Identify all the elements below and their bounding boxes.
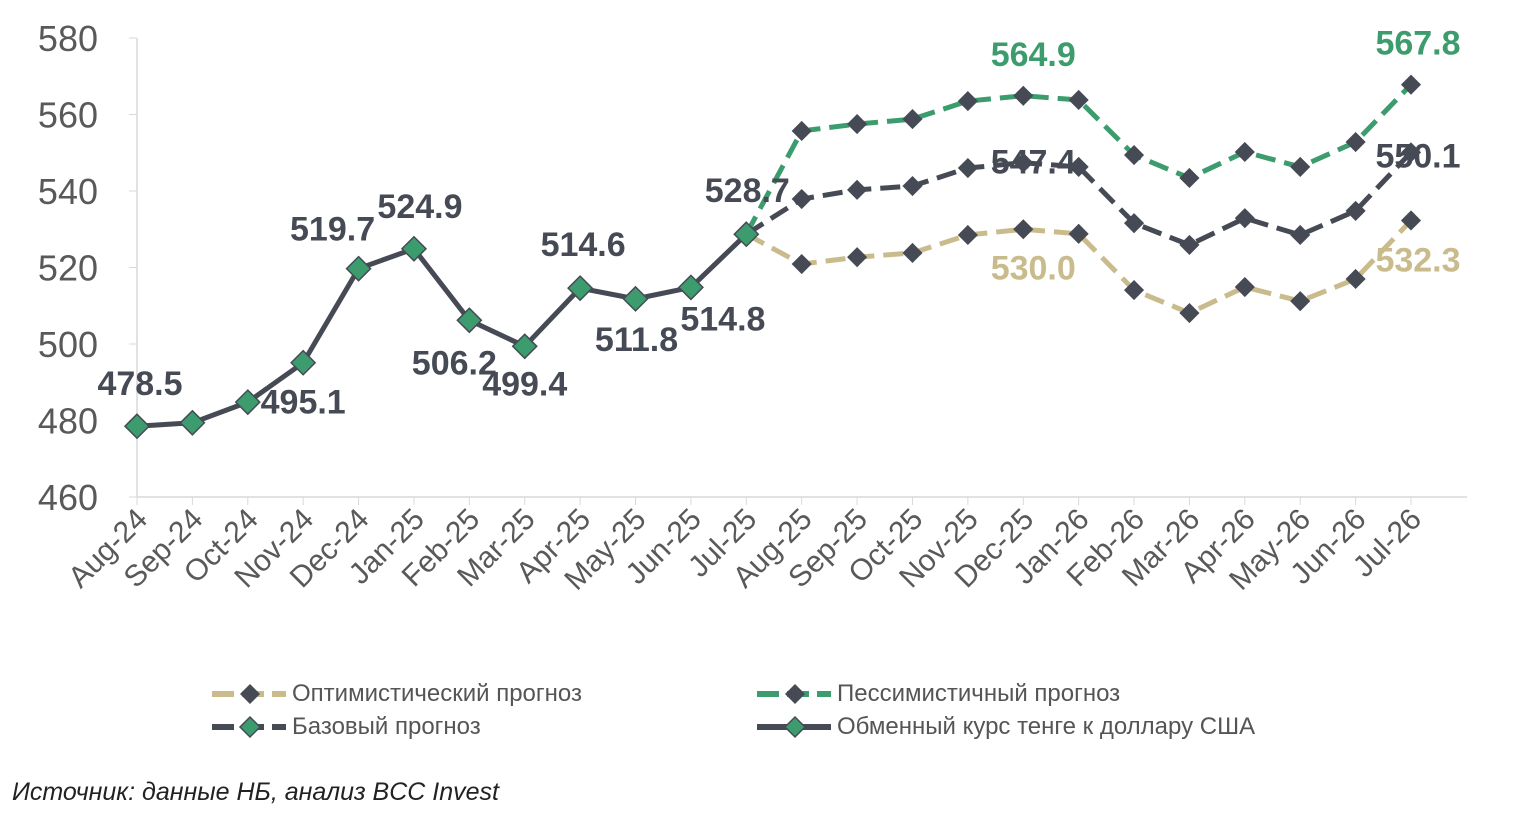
data-point-optimistic [1345,268,1366,290]
data-point-pessimistic [1400,74,1422,95]
data-point-optimistic [791,253,812,275]
data-point-base [1068,156,1089,177]
data-point-base [902,175,923,197]
data-point-base [1345,200,1366,221]
data-point-pessimistic [1290,156,1311,177]
data-label: 550.1 [1375,137,1460,175]
legend-marker-pessimistic-icon [757,684,831,704]
data-point-actual [677,274,704,301]
data-label: 547.4 [991,144,1076,182]
y-tick-label: 460 [38,477,98,518]
data-label: 514.8 [680,300,765,338]
data-point-optimistic [1400,210,1422,231]
data-point-actual [290,349,317,376]
data-point-base [1013,152,1034,173]
data-point-actual [400,235,428,262]
data-label: 511.8 [595,321,678,359]
data-point-actual [511,333,538,360]
data-label: 478.5 [97,365,182,403]
data-point-pessimistic [1179,167,1200,189]
source-note: Источник: данные НБ, анализ BCC Invest [12,778,499,806]
legend-item-pessimistic: Пессимистичный прогноз [755,680,1120,708]
data-point-pessimistic [957,91,978,112]
data-point-pessimistic [1068,89,1089,111]
legend-label: Пессимистичный прогноз [837,680,1121,707]
data-label: 514.6 [541,226,626,264]
legend-label: Оптимистический прогноз [292,680,582,707]
data-point-base [791,188,812,210]
data-point-base [847,179,868,200]
legend-label: Базовый прогноз [292,713,481,740]
data-point-pessimistic [1123,144,1145,166]
data-point-optimistic [1068,223,1089,244]
data-point-optimistic [847,247,868,268]
y-tick-label: 560 [38,95,98,136]
data-point-base [1123,213,1145,234]
data-point-optimistic [1179,302,1200,324]
data-label: 528.7 [705,172,790,210]
data-label: 519.7 [290,211,375,249]
data-label: 524.9 [377,188,462,226]
data-point-optimistic [1290,291,1311,312]
data-label: 532.3 [1375,241,1460,279]
y-tick-label: 520 [38,248,98,289]
legend-label: Обменный курс тенге к доллару США [837,713,1256,740]
data-label: 530.0 [991,249,1076,287]
data-point-actual [622,285,649,312]
data-point-actual [456,307,483,334]
data-point-actual [123,413,151,440]
data-point-optimistic [902,242,923,264]
data-point-base [1234,208,1255,229]
data-label: 499.4 [482,365,567,403]
data-point-pessimistic [902,109,923,130]
data-point-base [1290,224,1311,246]
data-point-pessimistic [1345,131,1366,153]
legend-marker-optimistic-icon [212,684,286,704]
legend-marker-actual-icon [757,715,831,739]
data-point-optimistic [1234,276,1255,298]
y-tick-label: 540 [38,171,98,212]
data-point-actual [234,389,261,416]
data-point-optimistic [957,224,978,246]
data-point-optimistic [1123,280,1145,301]
legend-item-optimistic: Оптимистический прогноз [210,680,582,708]
data-point-pessimistic [847,114,868,135]
data-point-base [1400,142,1422,163]
line-chart: 460480500520540560580Aug-24Sep-24Oct-24N… [38,18,1467,597]
data-point-actual [179,409,206,436]
data-label: 564.9 [991,36,1076,74]
legend-item-base: Базовый прогноз [210,713,481,741]
data-label: 567.8 [1375,25,1460,63]
data-point-base [1179,234,1200,255]
legend: Оптимистический прогноз Пессимистичный п… [210,680,1330,744]
y-tick-label: 480 [38,401,98,442]
data-point-actual [345,255,372,282]
y-tick-label: 500 [38,324,98,365]
data-point-pessimistic [1013,85,1034,106]
data-point-actual [567,275,594,302]
data-point-actual [733,221,760,248]
data-label: 495.1 [261,384,346,422]
legend-marker-base-icon [212,715,286,739]
data-point-optimistic [1013,219,1034,240]
legend-item-actual: Обменный курс тенге к доллару США [755,713,1255,741]
data-point-pessimistic [791,120,812,142]
data-point-pessimistic [1234,141,1255,163]
data-label: 506.2 [412,344,497,382]
y-tick-label: 580 [38,18,98,59]
data-point-base [957,157,978,179]
